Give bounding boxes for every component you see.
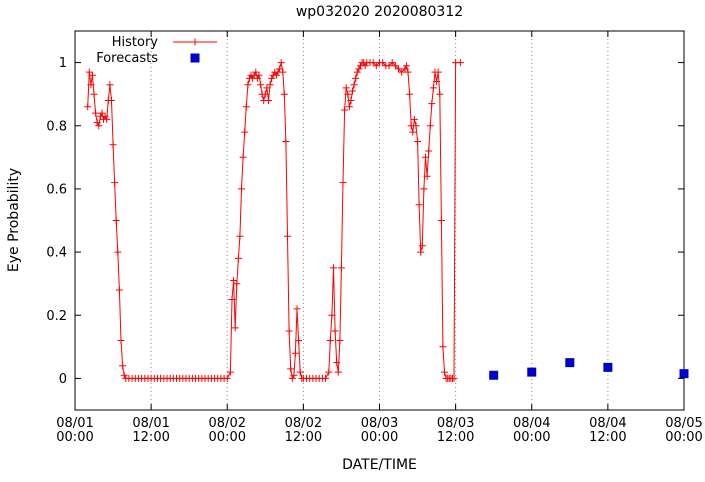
svg-text:08/04: 08/04 [589, 416, 626, 431]
svg-text:00:00: 00:00 [361, 430, 398, 445]
svg-text:12:00: 12:00 [285, 430, 322, 445]
svg-text:00:00: 00:00 [513, 430, 550, 445]
x-axis-label: DATE/TIME [342, 457, 417, 473]
svg-text:00:00: 00:00 [209, 430, 246, 445]
legend-label-forecasts: Forecasts [96, 50, 158, 66]
svg-text:0.6: 0.6 [46, 182, 67, 197]
svg-text:08/05: 08/05 [665, 416, 702, 431]
svg-text:0: 0 [59, 372, 67, 387]
legend-item-forecasts: Forecasts [88, 50, 218, 66]
forecast-square-sample-icon [172, 52, 218, 64]
legend-label-history: History [111, 34, 158, 50]
svg-text:00:00: 00:00 [56, 430, 93, 445]
svg-text:12:00: 12:00 [132, 430, 169, 445]
y-axis-label: Eye Probability [6, 167, 22, 273]
chart-title: wp032020 2020080312 [295, 4, 464, 20]
svg-text:08/03: 08/03 [361, 416, 398, 431]
svg-text:08/02: 08/02 [285, 416, 322, 431]
svg-text:12:00: 12:00 [589, 430, 626, 445]
svg-text:0.8: 0.8 [46, 119, 67, 134]
legend: History Forecasts [88, 34, 218, 66]
svg-text:12:00: 12:00 [437, 430, 474, 445]
svg-text:08/03: 08/03 [437, 416, 474, 431]
svg-text:0.2: 0.2 [46, 309, 67, 324]
svg-text:08/04: 08/04 [513, 416, 550, 431]
svg-text:08/02: 08/02 [209, 416, 246, 431]
history-line-sample-icon [172, 36, 218, 48]
legend-item-history: History [88, 34, 218, 50]
svg-text:08/01: 08/01 [132, 416, 169, 431]
svg-text:1: 1 [59, 56, 67, 71]
svg-text:0.4: 0.4 [46, 246, 67, 261]
svg-text:08/01: 08/01 [56, 416, 93, 431]
svg-text:00:00: 00:00 [665, 430, 702, 445]
